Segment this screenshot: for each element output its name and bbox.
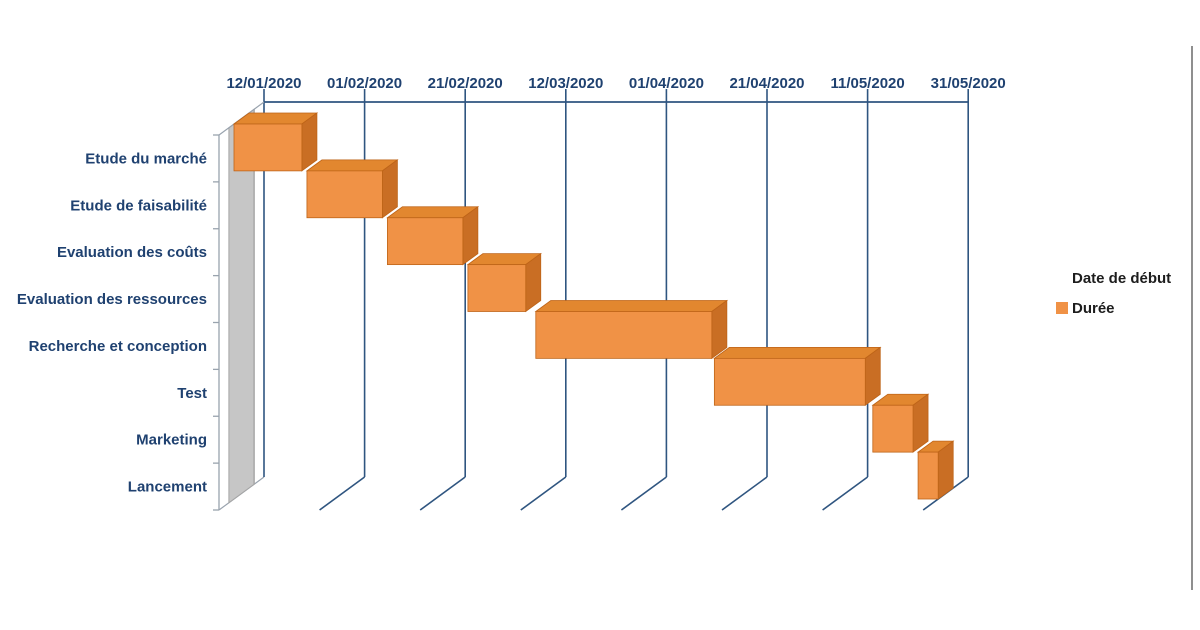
gantt-bar-top [386, 206, 480, 219]
gantt-bar [386, 205, 480, 266]
gantt-bar [871, 393, 930, 453]
task-label: Test [177, 385, 207, 402]
task-label: Evaluation des ressources [17, 291, 207, 308]
axis-labels: Etude du marché Etude de faisabilité Evalu… [17, 75, 1006, 496]
gantt-bar-top [713, 346, 882, 359]
date-label: 12/01/2020 [226, 75, 301, 92]
gantt-bar [916, 440, 955, 500]
date-label: 12/03/2020 [528, 75, 603, 92]
gantt-bars [232, 112, 955, 500]
floor-gridline [721, 476, 768, 511]
gantt-bar [534, 299, 729, 360]
gantt-bar [232, 112, 319, 172]
floor-gridline [822, 476, 869, 511]
task-label: Lancement [128, 479, 207, 496]
floor-gridline [319, 476, 366, 511]
gantt-bar-top [534, 300, 729, 312]
gantt-bar-front [713, 357, 866, 406]
date-label: 01/04/2020 [629, 75, 704, 92]
gantt-bar [305, 159, 399, 219]
legend: Date de début Durée [1056, 270, 1171, 317]
date-label: 11/05/2020 [830, 75, 904, 92]
gantt-bar-front [387, 217, 464, 266]
task-label: Etude de faisabilité [70, 197, 207, 214]
task-label: Marketing [136, 432, 207, 449]
floor-gridline [419, 476, 466, 511]
gantt-bar-front [872, 404, 914, 453]
gantt-bar-front [917, 451, 939, 500]
task-label: Recherche et conception [29, 338, 207, 355]
legend-entry-date-debut: Date de début [1072, 270, 1171, 287]
legend-swatch-duree [1056, 302, 1068, 314]
date-label: 21/04/2020 [729, 75, 804, 92]
gantt-bar-front [306, 170, 383, 219]
task-label: Etude du marché [85, 150, 207, 167]
legend-entry-duree: Durée [1072, 300, 1115, 317]
date-label: 21/02/2020 [428, 75, 503, 92]
gantt-bar-front [467, 264, 527, 312]
gantt-bar-front [535, 311, 713, 359]
gantt-bar-front [233, 123, 303, 172]
gantt-bar-top [305, 159, 399, 172]
date-label: 01/02/2020 [327, 75, 402, 92]
task-label: Evaluation des coûts [57, 244, 207, 261]
floor-gridline [520, 476, 567, 511]
gantt-bar [466, 252, 542, 313]
date-label: 31/05/2020 [931, 75, 1006, 92]
floor-gridline [620, 476, 667, 511]
gantt-bar [713, 346, 882, 407]
